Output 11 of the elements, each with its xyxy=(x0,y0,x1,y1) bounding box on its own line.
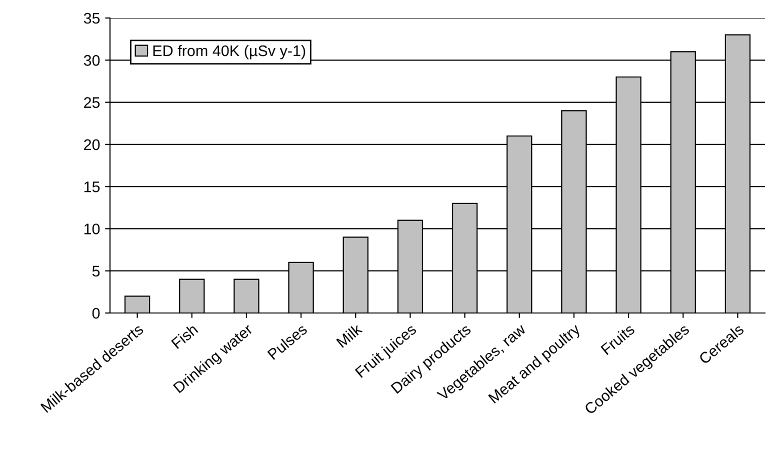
x-tick-label: Milk xyxy=(336,322,363,348)
x-tick-label: Fish xyxy=(170,323,198,350)
y-tick-label: 15 xyxy=(84,182,100,192)
y-tick-label: 5 xyxy=(92,266,100,277)
y-tick-label: 20 xyxy=(84,139,100,150)
y-tick-label: 25 xyxy=(84,97,100,108)
y-tick-label: 30 xyxy=(84,55,100,66)
y-tick-label: 0 xyxy=(92,308,100,319)
y-tick-label: 10 xyxy=(84,224,100,234)
y-tick-label: 35 xyxy=(84,12,100,24)
legend-label: ED from 40K (µSv y-1) xyxy=(153,44,306,60)
